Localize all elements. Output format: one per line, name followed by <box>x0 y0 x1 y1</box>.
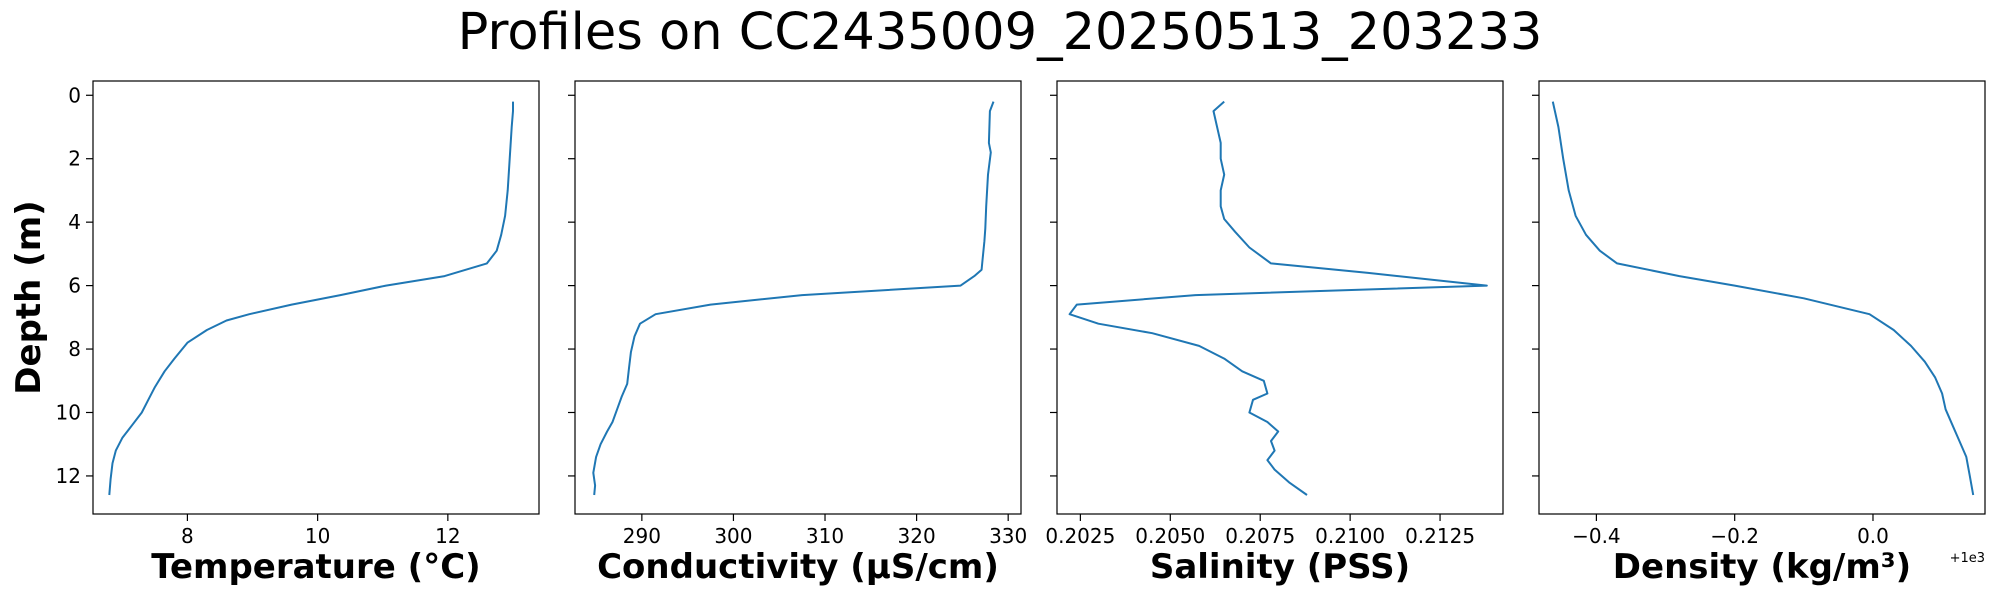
y-tick-label: 12 <box>56 464 81 488</box>
y-tick-label: 6 <box>68 274 81 298</box>
x-tick-label: 0.2025 <box>1045 524 1115 548</box>
x-offset-label: +1e3 <box>1950 551 1985 566</box>
x-tick-label: 290 <box>623 524 661 548</box>
x-tick-label: 0.2050 <box>1135 524 1205 548</box>
series-line-panel-1 <box>108 101 514 496</box>
x-tick-label: 8 <box>181 524 194 548</box>
x-tick-label: −0.4 <box>1572 524 1621 548</box>
x-axis-label: Salinity (PSS) <box>1150 547 1410 587</box>
plot-frame-panel-3 <box>1056 80 1504 515</box>
series-line-panel-2 <box>592 101 995 496</box>
x-tick-label: 330 <box>989 524 1027 548</box>
y-axis-label: Depth (m) <box>9 200 49 394</box>
plot-frame-panel-4 <box>1538 80 1986 515</box>
x-tick-label: 320 <box>898 524 936 548</box>
x-tick-label: 0.0 <box>1857 524 1889 548</box>
y-tick-label: 0 <box>68 83 81 107</box>
y-tick-label: 4 <box>68 210 81 234</box>
series-line-panel-4 <box>1551 101 1975 496</box>
x-axis-label: Density (kg/m³) <box>1613 547 1911 587</box>
x-axis-label: Conductivity (μS/cm) <box>597 547 999 587</box>
x-tick-label: 0.2075 <box>1225 524 1295 548</box>
x-tick-label: 10 <box>305 524 330 548</box>
x-tick-label: 12 <box>435 524 460 548</box>
x-tick-label: 0.2100 <box>1315 524 1385 548</box>
series-line-panel-3 <box>1068 100 1488 496</box>
plot-frame-panel-1 <box>92 80 540 515</box>
y-tick-label: 10 <box>56 400 81 424</box>
x-tick-label: 310 <box>806 524 844 548</box>
y-tick-label: 2 <box>68 147 81 171</box>
plot-frame-panel-2 <box>574 80 1022 515</box>
x-tick-label: 0.2125 <box>1405 524 1475 548</box>
x-tick-label: 300 <box>714 524 752 548</box>
y-tick-label: 8 <box>68 337 81 361</box>
x-tick-label: −0.2 <box>1710 524 1759 548</box>
x-axis-label: Temperature (°C) <box>151 547 480 587</box>
figure-title: Profiles on CC2435009_20250513_203233 <box>457 3 1543 62</box>
